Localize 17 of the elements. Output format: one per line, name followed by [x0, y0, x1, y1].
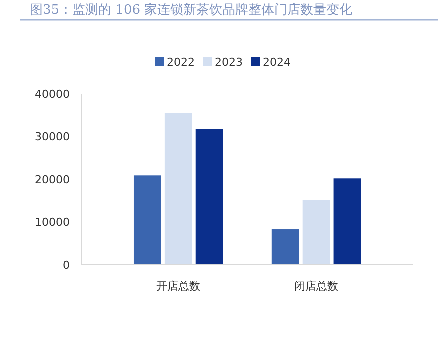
- bar: [272, 230, 300, 265]
- legend-label: 2024: [263, 56, 291, 69]
- legend-label: 2022: [167, 56, 195, 69]
- y-tick-label: 0: [63, 258, 70, 272]
- x-tick-label: 开店总数: [156, 280, 201, 293]
- y-tick-label: 10000: [35, 216, 70, 230]
- bar: [164, 113, 192, 265]
- bar: [334, 178, 362, 265]
- y-tick-label: 20000: [35, 173, 70, 186]
- legend-label: 2023: [215, 56, 243, 69]
- bar: [134, 176, 162, 265]
- y-tick-label: 30000: [35, 130, 70, 144]
- chart-title: 图35：监测的 106 家连锁新茶饮品牌整体门店数量变化: [30, 2, 353, 18]
- y-tick-label: 40000: [35, 88, 70, 101]
- x-tick-label: 闭店总数: [294, 280, 338, 293]
- bar: [196, 129, 224, 265]
- bar: [302, 200, 330, 265]
